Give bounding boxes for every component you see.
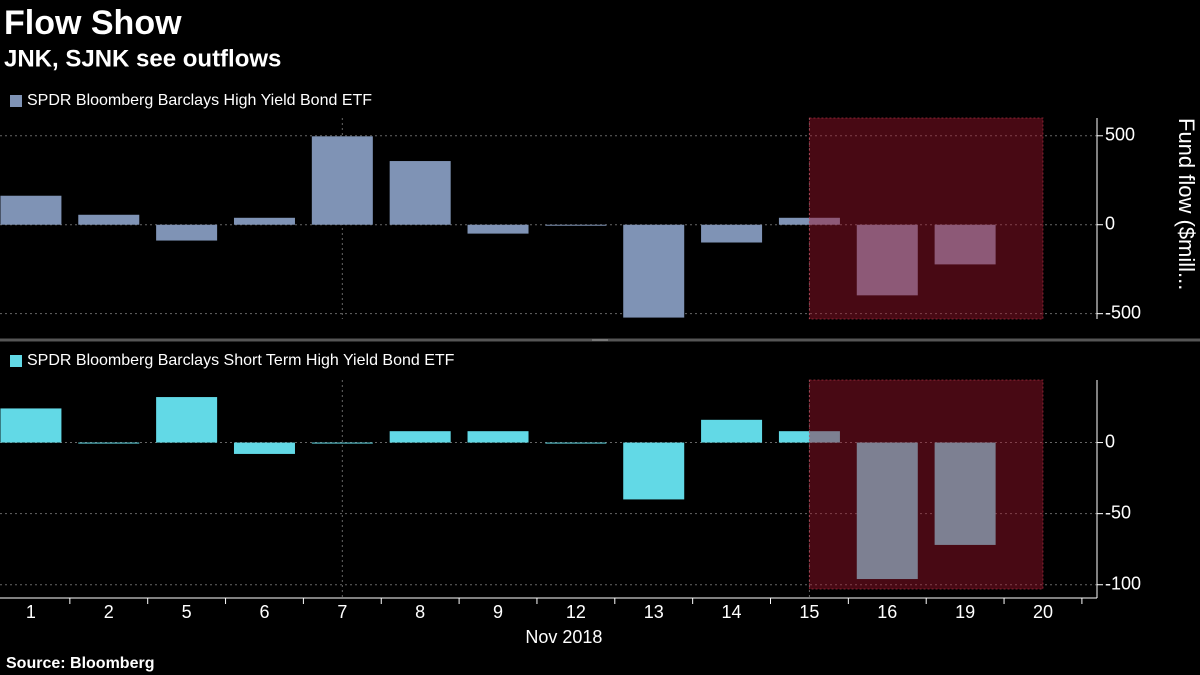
bar	[156, 224, 218, 241]
x-tick-label: 12	[566, 602, 586, 622]
y-tick-label: -50	[1105, 502, 1131, 522]
y-tick-label: 0	[1105, 213, 1115, 233]
x-tick-label: 1	[26, 602, 36, 622]
legend-label: SPDR Bloomberg Barclays Short Term High …	[27, 352, 455, 369]
y-tick-label: 500	[1105, 125, 1135, 145]
chart-subtitle: JNK, SJNK see outflows	[4, 45, 281, 72]
bar	[389, 161, 451, 225]
bar	[233, 217, 295, 225]
x-tick-label: 14	[722, 602, 742, 622]
bar	[856, 442, 918, 580]
bar	[856, 224, 918, 296]
x-tick-label: 15	[799, 602, 819, 622]
highlight-region	[808, 117, 1044, 320]
y-tick-label: -100	[1105, 573, 1141, 593]
legend-swatch	[10, 355, 22, 367]
x-tick-label: 19	[955, 602, 975, 622]
legend-swatch	[10, 95, 22, 107]
bar	[934, 224, 996, 265]
x-tick-label: 20	[1033, 602, 1053, 622]
x-tick-label: 6	[259, 602, 269, 622]
bar	[78, 442, 140, 444]
bar	[467, 431, 529, 443]
x-axis-label: Nov 2018	[525, 627, 602, 647]
bar	[0, 195, 62, 225]
bar	[467, 224, 529, 234]
highlight-region	[808, 379, 1044, 590]
bar	[0, 408, 62, 443]
bar	[78, 214, 140, 225]
x-tick-label: 2	[104, 602, 114, 622]
bar	[311, 136, 373, 225]
y-tick-label: -500	[1105, 302, 1141, 322]
bar	[623, 224, 685, 318]
x-tick-label: 16	[877, 602, 897, 622]
x-tick-label: 9	[493, 602, 503, 622]
x-tick-label: 8	[415, 602, 425, 622]
bar	[156, 397, 218, 443]
bar	[389, 431, 451, 443]
y-axis-label: Fund flow ($mill...	[1174, 118, 1199, 290]
legend-label: SPDR Bloomberg Barclays High Yield Bond …	[27, 92, 372, 109]
bar	[545, 224, 607, 226]
bar	[701, 419, 763, 443]
x-tick-label: 13	[644, 602, 664, 622]
bar	[623, 442, 685, 500]
chart-title: Flow Show	[4, 4, 182, 42]
y-tick-label: 0	[1105, 431, 1115, 451]
bar	[545, 442, 607, 444]
bar	[311, 442, 373, 444]
source: Source: Bloomberg	[6, 655, 154, 672]
bar	[934, 442, 996, 545]
x-tick-label: 7	[337, 602, 347, 622]
bar	[701, 224, 763, 243]
bar	[233, 442, 295, 454]
x-tick-label: 5	[182, 602, 192, 622]
